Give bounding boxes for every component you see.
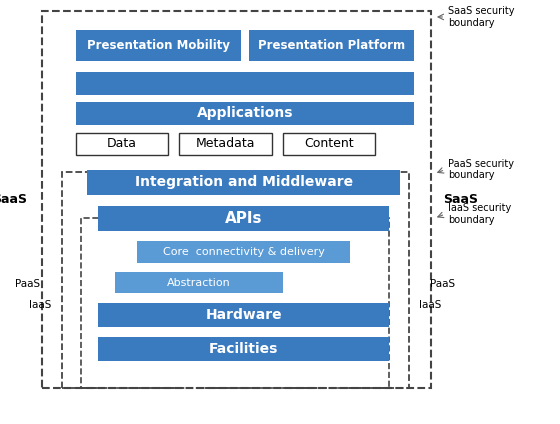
Bar	[76, 102, 414, 125]
Bar	[62, 172, 409, 388]
Bar	[98, 206, 389, 231]
Text: IaaS: IaaS	[29, 300, 52, 310]
Text: Metadata: Metadata	[195, 137, 255, 150]
Text: IaaS: IaaS	[419, 300, 441, 310]
Text: IaaS security
boundary: IaaS security boundary	[448, 204, 511, 225]
Text: Integration and Middleware: Integration and Middleware	[134, 175, 353, 190]
Text: Facilities: Facilities	[209, 342, 278, 356]
Text: SaaS security
boundary: SaaS security boundary	[448, 6, 515, 28]
Bar	[115, 272, 283, 293]
Text: Hardware: Hardware	[206, 308, 282, 322]
Text: PaaS: PaaS	[15, 279, 40, 289]
Text: PaaS: PaaS	[430, 279, 455, 289]
Bar	[283, 133, 375, 155]
Bar	[76, 133, 168, 155]
Text: Applications: Applications	[197, 106, 293, 120]
Text: Core  connectivity & delivery: Core connectivity & delivery	[162, 247, 325, 257]
Text: Data: Data	[107, 137, 137, 150]
Text: Presentation Platform: Presentation Platform	[258, 39, 405, 52]
Bar	[42, 11, 431, 388]
Bar	[98, 303, 389, 327]
Text: Content: Content	[304, 137, 354, 150]
Bar	[249, 30, 414, 61]
Text: PaaS security
boundary: PaaS security boundary	[448, 159, 514, 180]
Text: APIs: APIs	[225, 211, 262, 226]
Bar	[137, 241, 350, 263]
Bar	[76, 72, 414, 95]
Bar	[76, 30, 241, 61]
Text: SaaS: SaaS	[0, 193, 27, 206]
Text: Abstraction: Abstraction	[167, 278, 231, 288]
Bar	[179, 133, 272, 155]
Bar	[87, 170, 400, 195]
Text: SaaS: SaaS	[444, 193, 478, 206]
Bar	[98, 337, 389, 361]
Text: Presentation Mobility: Presentation Mobility	[87, 39, 230, 52]
Bar	[81, 218, 389, 388]
